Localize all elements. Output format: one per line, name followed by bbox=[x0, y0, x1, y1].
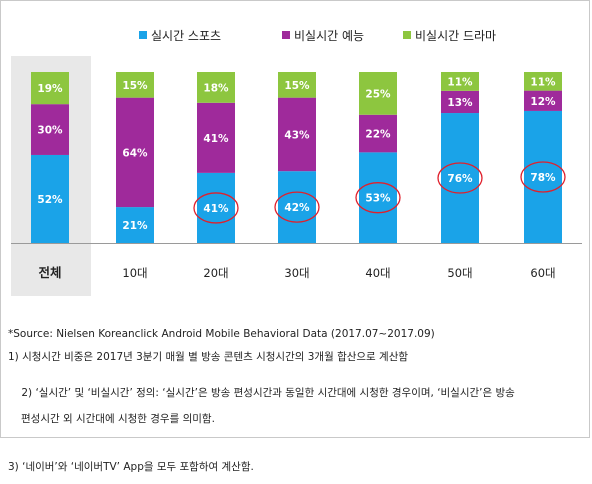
legend-swatch-비실시간-드라마 bbox=[403, 31, 411, 39]
note-2-line-2: 편성시간 외 시간대에 시청한 경우를 의미함. bbox=[21, 413, 215, 425]
data-label-비실시간-예능-60대: 12% bbox=[530, 96, 556, 108]
data-label-비실시간-드라마-전체: 19% bbox=[37, 83, 63, 95]
bar-비실시간-예능-50대 bbox=[441, 90, 479, 114]
category-label-30대: 30대 bbox=[284, 266, 309, 280]
data-label-비실시간-드라마-10대: 15% bbox=[122, 80, 148, 92]
category-label-20대: 20대 bbox=[203, 266, 228, 280]
data-label-비실시간-드라마-60대: 11% bbox=[530, 76, 556, 88]
note-3: 3) ‘네이버’와 ‘네이버TV’ App을 모두 포함하여 계산함. bbox=[8, 461, 254, 473]
bar-실시간-스포츠-20대 bbox=[197, 172, 235, 243]
figure-frame bbox=[0, 0, 590, 438]
highlight-circle-30대 bbox=[274, 191, 320, 223]
legend-label-비실시간-예능: 비실시간 예능 bbox=[294, 29, 364, 43]
highlight-circle-60대 bbox=[520, 161, 566, 193]
bar-비실시간-드라마-20대 bbox=[197, 72, 235, 103]
legend-label-비실시간-드라마: 비실시간 드라마 bbox=[415, 29, 496, 43]
data-label-비실시간-예능-전체: 30% bbox=[37, 125, 63, 137]
bar-비실시간-예능-20대 bbox=[197, 102, 235, 173]
bar-비실시간-드라마-50대 bbox=[441, 72, 479, 91]
bar-비실시간-예능-30대 bbox=[278, 97, 316, 172]
highlight-circle-40대 bbox=[355, 182, 401, 214]
data-label-비실시간-예능-30대: 43% bbox=[284, 129, 310, 141]
category-label-전체: 전체 bbox=[38, 265, 61, 280]
bar-실시간-스포츠-50대 bbox=[441, 113, 479, 243]
data-label-실시간-스포츠-10대: 21% bbox=[122, 220, 148, 232]
data-label-비실시간-예능-20대: 41% bbox=[203, 133, 229, 145]
note-2-line-1: 2) ‘실시간’ 및 ‘비실시간’ 정의: ‘실시간’은 방송 편성시간과 동일… bbox=[21, 387, 515, 399]
bar-비실시간-예능-10대 bbox=[116, 97, 154, 208]
data-label-비실시간-예능-50대: 13% bbox=[447, 97, 473, 109]
data-label-실시간-스포츠-전체: 52% bbox=[37, 194, 63, 206]
legend-swatch-비실시간-예능 bbox=[282, 31, 290, 39]
bar-비실시간-예능-40대 bbox=[359, 114, 397, 153]
bar-비실시간-드라마-40대 bbox=[359, 72, 397, 115]
data-label-비실시간-드라마-30대: 15% bbox=[284, 80, 310, 92]
source-note: *Source: Nielsen Koreanclick Android Mob… bbox=[8, 328, 435, 340]
data-label-비실시간-예능-10대: 64% bbox=[122, 147, 148, 159]
note-2: 2) ‘실시간’ 및 ‘비실시간’ 정의: ‘실시간’은 방송 편성시간과 동일… bbox=[8, 374, 588, 452]
category-label-50대: 50대 bbox=[447, 266, 472, 280]
data-label-실시간-스포츠-60대: 78% bbox=[530, 172, 556, 184]
bar-실시간-스포츠-40대 bbox=[359, 152, 397, 243]
data-label-비실시간-드라마-50대: 11% bbox=[447, 76, 473, 88]
data-label-비실시간-드라마-20대: 18% bbox=[203, 82, 229, 94]
bar-비실시간-드라마-10대 bbox=[116, 72, 154, 98]
data-label-실시간-스포츠-40대: 53% bbox=[365, 193, 391, 205]
bar-실시간-스포츠-10대 bbox=[116, 207, 154, 243]
bar-실시간-스포츠-30대 bbox=[278, 171, 316, 243]
highlight-circle-50대 bbox=[437, 162, 483, 194]
bar-비실시간-드라마-30대 bbox=[278, 72, 316, 98]
category-label-40대: 40대 bbox=[365, 266, 390, 280]
data-label-실시간-스포츠-30대: 42% bbox=[284, 202, 310, 214]
data-label-비실시간-예능-40대: 22% bbox=[365, 129, 391, 141]
category-label-10대: 10대 bbox=[122, 266, 147, 280]
bar-실시간-스포츠-60대 bbox=[524, 110, 562, 243]
legend-label-실시간-스포츠: 실시간 스포츠 bbox=[151, 29, 221, 43]
category-label-60대: 60대 bbox=[530, 266, 555, 280]
note-1: 1) 시청시간 비중은 2017년 3분기 매월 별 방송 콘텐츠 시청시간의 … bbox=[8, 351, 409, 363]
bar-비실시간-예능-전체 bbox=[31, 104, 69, 155]
bar-비실시간-드라마-전체 bbox=[31, 72, 69, 105]
stacked-bar-chart: 실시간 스포츠 비실시간 예능 비실시간 드라마 52% 30% 19% 전체 21% 64% 1… bbox=[11, 29, 582, 296]
bar-비실시간-드라마-60대 bbox=[524, 72, 562, 91]
bar-비실시간-예능-60대 bbox=[524, 90, 562, 111]
highlight-circle-20대 bbox=[193, 192, 239, 224]
data-label-비실시간-드라마-40대: 25% bbox=[365, 88, 391, 100]
data-label-실시간-스포츠-20대: 41% bbox=[203, 203, 229, 215]
footnotes: *Source: Nielsen Koreanclick Android Mob… bbox=[8, 328, 588, 484]
bar-실시간-스포츠-전체 bbox=[31, 154, 69, 243]
data-label-실시간-스포츠-50대: 76% bbox=[447, 173, 473, 185]
legend-swatch-실시간-스포츠 bbox=[139, 31, 147, 39]
